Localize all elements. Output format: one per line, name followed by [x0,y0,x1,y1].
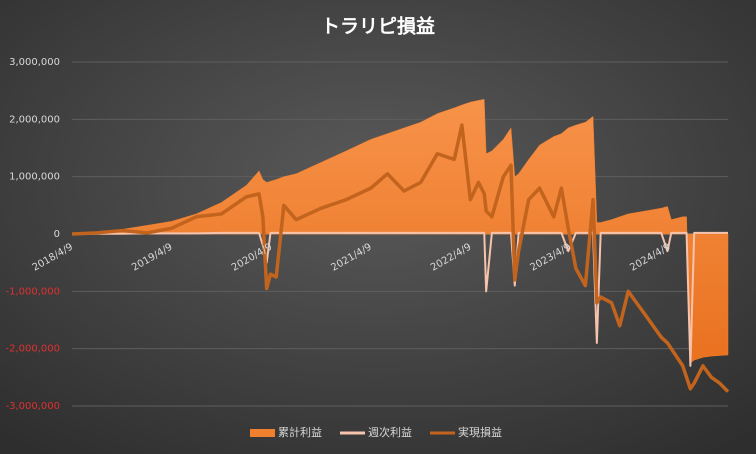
line [71,123,730,393]
y-tick-label: 0 [54,229,60,240]
legend-label: 週次利益 [368,425,412,439]
y-tick-label: -3,000,000 [5,401,60,412]
y-tick-label: -1,000,000 [5,286,60,297]
y-tick-label: 3,000,000 [9,57,60,68]
y-tick-label: 1,000,000 [9,172,60,183]
legend-label: 実現損益 [458,425,502,439]
y-tick-label: 2,000,000 [9,114,60,125]
y-tick-label: -2,000,000 [5,344,60,355]
plot-area: -3,000,000 -2,000,000 -1,000,000 0 1,000,000… [5,57,730,412]
chart-title: トラリピ損益 [321,15,435,38]
area [71,98,729,364]
legend-label: 累計利益 [278,425,322,439]
legend: 累計利益 週次利益 実現損益 [250,425,502,439]
legend-swatch [250,429,275,437]
